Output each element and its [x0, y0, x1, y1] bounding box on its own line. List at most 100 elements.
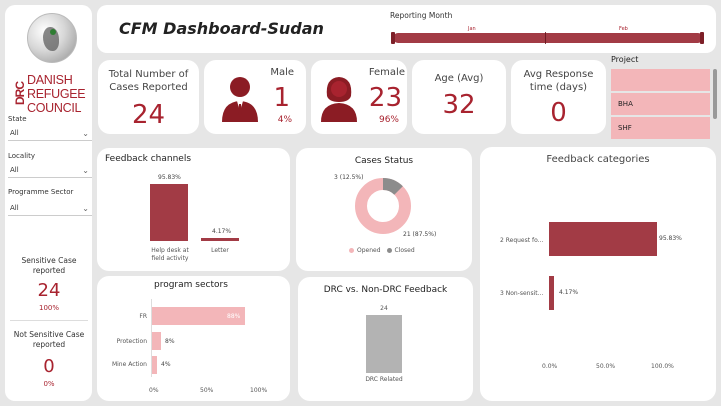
- globe-logo-icon: [27, 13, 77, 63]
- bar-label: 95.83%: [158, 174, 181, 181]
- bar-label: 4.17%: [559, 289, 579, 296]
- bar-help-desk[interactable]: [150, 184, 188, 241]
- reporting-month-slider[interactable]: [393, 33, 703, 43]
- drc-logo: DRC DANISH REFUGEE COUNCIL: [13, 73, 91, 115]
- cases-status-card: Cases Status 3 (12.5%) 21 (87.5%) Opened…: [296, 148, 472, 271]
- reporting-month-label: Reporting Month: [390, 11, 453, 20]
- sudan-marker-icon: [50, 29, 56, 35]
- project-scrollbar[interactable]: [713, 69, 717, 119]
- bar-label: 88%: [227, 313, 241, 320]
- bar-protection[interactable]: [152, 332, 161, 350]
- month-tick-jan: Jan: [468, 26, 476, 32]
- logo-abbrev: DRC: [13, 82, 27, 106]
- slider-divider: [545, 32, 546, 44]
- feedback-channels-title: Feedback channels: [105, 154, 192, 164]
- x-tick: 50.0%: [596, 363, 616, 370]
- project-item-shf[interactable]: SHF: [611, 117, 710, 139]
- filter-state-dropdown[interactable]: All ⌄: [8, 129, 92, 141]
- feedback-channels-card: Feedback channels 95.83% 4.17% Help desk…: [97, 148, 290, 271]
- bar-mine-action[interactable]: [152, 356, 157, 374]
- month-tick-feb: Feb: [619, 26, 628, 32]
- opened-data-label: 21 (87.5%): [403, 231, 437, 238]
- project-slicer: Project BHA SHF: [611, 55, 717, 143]
- axis-label: DRC Related: [365, 376, 403, 383]
- legend-dot-closed: [386, 248, 392, 253]
- chevron-down-icon: ⌄: [82, 166, 89, 175]
- kpi-female-title: Female: [368, 67, 405, 78]
- male-person-icon: [222, 77, 258, 122]
- axis-label: 3 Non-sensit...: [500, 290, 544, 297]
- axis-line: [151, 299, 152, 377]
- chevron-down-icon: ⌄: [82, 204, 89, 213]
- kpi-response-title: Avg Response time (days): [523, 69, 594, 93]
- x-tick: 0%: [149, 387, 159, 394]
- bar-label: 24: [380, 305, 388, 312]
- kpi-female-card: Female 23 96%: [311, 60, 407, 134]
- logo-line: REFUGEE: [27, 87, 86, 101]
- filter-state-value: All: [10, 129, 19, 137]
- feedback-categories-title: Feedback categories: [546, 154, 650, 165]
- axis-label: Letter: [211, 247, 229, 254]
- filter-sector-dropdown[interactable]: All ⌄: [8, 204, 92, 216]
- kpi-female-pct: 96%: [378, 115, 399, 125]
- bar-letter[interactable]: [201, 238, 239, 241]
- kpi-total-card: Total Number of Cases Reported 24: [98, 60, 199, 134]
- chevron-down-icon: ⌄: [82, 129, 89, 138]
- x-tick: 50%: [200, 387, 214, 394]
- axis-label: Protection: [116, 338, 147, 345]
- x-tick: 0.0%: [542, 363, 558, 370]
- axis-label: Mine Action: [111, 361, 147, 368]
- filter-locality-label: Locality: [8, 152, 35, 160]
- filter-sector-value: All: [10, 204, 19, 212]
- kpi-male-value: 1: [273, 83, 290, 113]
- sensitive-case-title: Sensitive Case reported: [21, 256, 77, 275]
- donut-closed-slice: [355, 178, 411, 234]
- sidebar: DRC DANISH REFUGEE COUNCIL State All ⌄ L…: [5, 5, 92, 401]
- bar-label: 4.17%: [212, 228, 232, 235]
- kpi-response-value: 0: [550, 98, 567, 128]
- bar-non-sensitive[interactable]: [549, 276, 554, 310]
- x-tick: 100.0%: [651, 363, 674, 370]
- kpi-male-pct: 4%: [277, 115, 292, 125]
- filter-locality-dropdown[interactable]: All ⌄: [8, 166, 92, 178]
- logo-words: DANISH REFUGEE COUNCIL: [27, 73, 86, 115]
- program-sectors-card: program sectors FR Protection Mine Actio…: [97, 276, 290, 401]
- legend-opened: Opened: [357, 247, 381, 254]
- filter-sector-label: Programme Sector: [8, 188, 74, 196]
- legend-closed: Closed: [394, 247, 415, 254]
- kpi-age-card: Age (Avg) 32: [412, 60, 506, 134]
- kpi-male-card: Male 1 4%: [204, 60, 306, 134]
- cases-status-donut[interactable]: [354, 177, 412, 235]
- bar-request[interactable]: [549, 222, 657, 256]
- kpi-total-title: Total Number of Cases Reported: [108, 69, 189, 93]
- logo-line: COUNCIL: [27, 101, 82, 115]
- page-title: CFM Dashboard-Sudan: [119, 19, 324, 38]
- kpi-male-title: Male: [270, 67, 294, 78]
- project-title: Project: [611, 55, 639, 64]
- kpi-age-value: 32: [442, 90, 476, 120]
- filter-state-label: State: [8, 115, 27, 123]
- kpi-total-value: 24: [131, 100, 166, 130]
- sensitive-case-pct: 100%: [38, 304, 59, 312]
- filter-locality-value: All: [10, 166, 19, 174]
- bar-drc-related[interactable]: [366, 315, 402, 373]
- logo-line: DANISH: [27, 73, 73, 87]
- not-sensitive-case-title: Not Sensitive Case reported: [13, 330, 85, 349]
- female-person-icon: [321, 77, 357, 122]
- axis-label: FR: [139, 313, 147, 320]
- slider-start-handle[interactable]: [391, 32, 395, 44]
- kpi-female-value: 23: [368, 83, 402, 113]
- sensitive-case-value: 24: [37, 280, 61, 301]
- axis-label: Help desk at field activity: [151, 247, 189, 262]
- not-sensitive-case-pct: 0%: [43, 380, 55, 388]
- bar-fr[interactable]: [152, 307, 245, 325]
- header: CFM Dashboard-Sudan Reporting Month Jan …: [97, 5, 716, 53]
- divider: [10, 320, 88, 321]
- project-item-bha[interactable]: BHA: [611, 93, 710, 115]
- project-item[interactable]: [611, 69, 710, 91]
- drc-feedback-title: DRC vs. Non-DRC Feedback: [323, 285, 448, 295]
- closed-data-label: 3 (12.5%): [334, 174, 364, 181]
- slider-end-handle[interactable]: [700, 32, 704, 44]
- legend-dot-opened: [349, 248, 354, 253]
- program-sectors-title: program sectors: [154, 280, 228, 290]
